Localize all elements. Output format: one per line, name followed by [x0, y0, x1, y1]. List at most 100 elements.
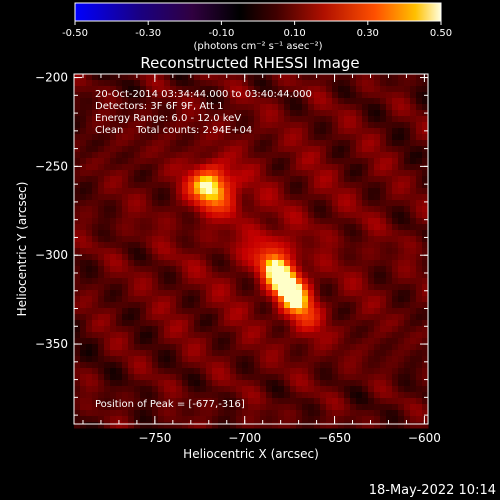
heatmap-cell [122, 98, 129, 105]
heatmap-cell [320, 338, 327, 345]
heatmap-cell [206, 350, 213, 357]
heatmap-cell [416, 98, 423, 105]
heatmap-cell [242, 260, 249, 267]
heatmap-cell [218, 284, 225, 291]
heatmap-cell [404, 332, 411, 339]
heatmap-cell [368, 416, 375, 423]
heatmap-cell [140, 416, 147, 423]
heatmap-cell [182, 188, 189, 195]
heatmap-cell [296, 236, 303, 243]
heatmap-cell [392, 212, 399, 219]
heatmap-cell [344, 284, 351, 291]
heatmap-cell [338, 92, 345, 99]
heatmap-cell [236, 266, 243, 273]
heatmap-cell [278, 200, 285, 207]
heatmap-cell [236, 278, 243, 285]
heatmap-cell [230, 380, 237, 387]
heatmap-cell [188, 362, 195, 369]
heatmap-cell [332, 332, 339, 339]
heatmap-cell [152, 104, 159, 111]
heatmap-cell [194, 350, 201, 357]
heatmap-cell [368, 332, 375, 339]
heatmap-cell [104, 404, 111, 411]
heatmap-cell [236, 368, 243, 375]
heatmap-cell [224, 158, 231, 165]
heatmap-cell [404, 116, 411, 123]
heatmap-cell [422, 164, 429, 171]
heatmap-cell [248, 350, 255, 357]
heatmap-cell [152, 350, 159, 357]
heatmap-cell [326, 98, 333, 105]
heatmap-cell [122, 404, 129, 411]
heatmap-cell [254, 320, 261, 327]
heatmap-cell [236, 128, 243, 135]
heatmap-cell [128, 392, 135, 399]
heatmap-cell [116, 284, 123, 291]
heatmap-cell [110, 140, 117, 147]
heatmap-cell [272, 152, 279, 159]
heatmap-cell [146, 158, 153, 165]
heatmap-cell [74, 224, 81, 231]
heatmap-cell [170, 164, 177, 171]
heatmap-cell [296, 74, 303, 81]
heatmap-cell [86, 320, 93, 327]
heatmap-cell [302, 338, 309, 345]
heatmap-cell [194, 356, 201, 363]
heatmap-cell [314, 86, 321, 93]
heatmap-cell [224, 170, 231, 177]
heatmap-cell [146, 404, 153, 411]
heatmap-cell [314, 422, 321, 429]
heatmap-cell [350, 104, 357, 111]
heatmap-cell [116, 236, 123, 243]
heatmap-cell [296, 272, 303, 279]
heatmap-cell [284, 218, 291, 225]
heatmap-cell [128, 74, 135, 81]
heatmap-cell [272, 218, 279, 225]
heatmap-cell [182, 74, 189, 81]
heatmap-cell [398, 368, 405, 375]
heatmap-cell [308, 260, 315, 267]
heatmap-cell [260, 410, 267, 417]
heatmap-cell [122, 194, 129, 201]
heatmap-cell [266, 314, 273, 321]
heatmap-cell [326, 146, 333, 153]
heatmap-cell [260, 254, 267, 261]
heatmap-cell [272, 92, 279, 99]
heatmap-cell [128, 176, 135, 183]
heatmap-cell [164, 122, 171, 129]
heatmap-cell [416, 200, 423, 207]
heatmap-cell [368, 152, 375, 159]
heatmap-cell [260, 314, 267, 321]
heatmap-cell [422, 218, 429, 225]
heatmap-cell [362, 86, 369, 93]
heatmap-cell [176, 122, 183, 129]
heatmap-cell [206, 182, 213, 189]
heatmap-cell [260, 422, 267, 429]
heatmap-cell [98, 272, 105, 279]
heatmap-cell [302, 260, 309, 267]
heatmap-cell [194, 164, 201, 171]
heatmap-cell [176, 296, 183, 303]
heatmap-cell [164, 338, 171, 345]
heatmap-cell [398, 284, 405, 291]
heatmap-cell [350, 386, 357, 393]
heatmap-cell [74, 404, 81, 411]
heatmap-cell [170, 374, 177, 381]
heatmap-cell [344, 320, 351, 327]
heatmap-cell [200, 332, 207, 339]
heatmap-cell [284, 176, 291, 183]
heatmap-cell [140, 206, 147, 213]
heatmap-cell [344, 104, 351, 111]
heatmap-cell [74, 296, 81, 303]
heatmap-cell [380, 188, 387, 195]
heatmap-cell [296, 416, 303, 423]
heatmap-cell [206, 308, 213, 315]
heatmap-cell [314, 350, 321, 357]
heatmap-cell [104, 326, 111, 333]
heatmap-cell [98, 140, 105, 147]
heatmap-cell [86, 278, 93, 285]
heatmap-cell [404, 218, 411, 225]
heatmap-cell [296, 266, 303, 273]
heatmap-cell [110, 356, 117, 363]
heatmap-cell [152, 296, 159, 303]
